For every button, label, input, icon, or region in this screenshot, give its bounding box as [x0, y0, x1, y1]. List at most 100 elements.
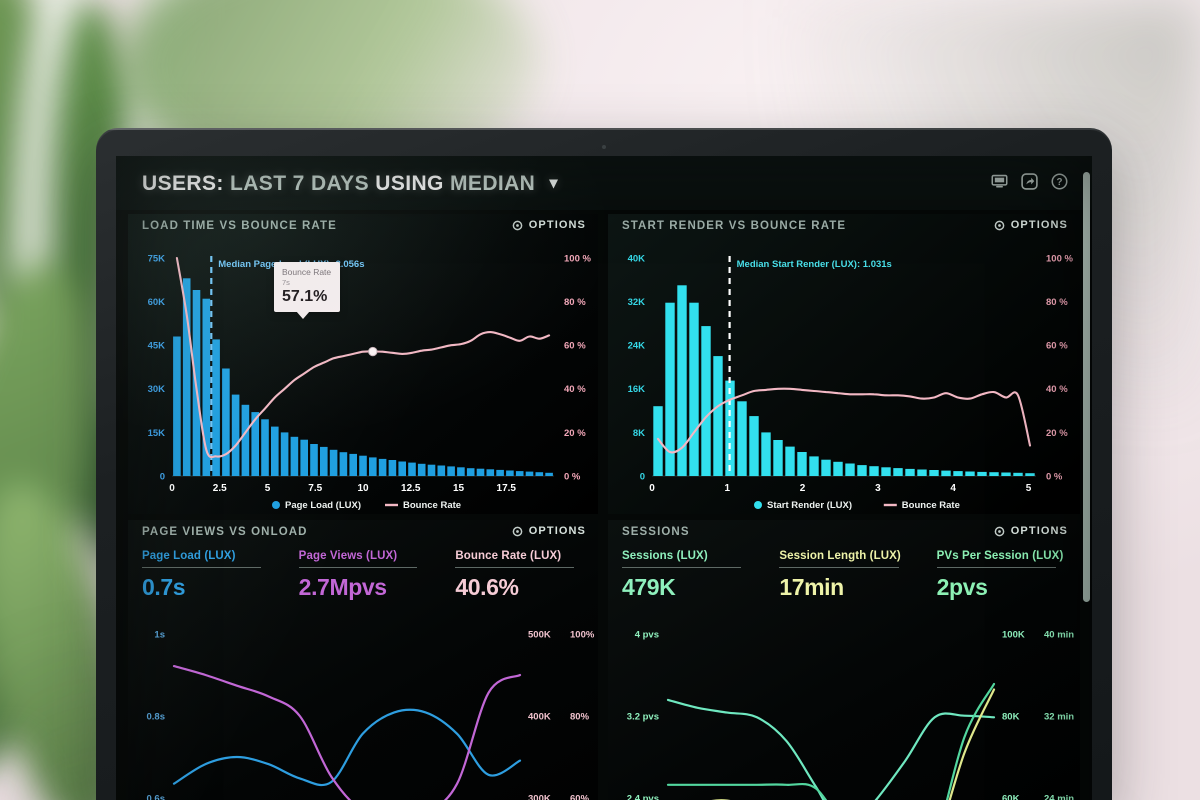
svg-text:0: 0 — [169, 483, 175, 494]
help-icon[interactable]: ? — [1051, 173, 1068, 190]
svg-text:32K: 32K — [628, 297, 646, 308]
metric-value: 40.6% — [455, 574, 519, 600]
svg-text:40 %: 40 % — [1046, 384, 1068, 395]
header-icon-group: ? — [991, 173, 1068, 190]
metric-label: Page Load (LUX) — [142, 550, 236, 562]
metric-value: 2pvs — [936, 574, 988, 600]
metric-bounce-rate[interactable]: Bounce Rate (LUX) 40.6% — [441, 546, 598, 618]
svg-text:7.5: 7.5 — [308, 483, 322, 494]
metric-page-views[interactable]: Page Views (LUX) 2.7Mpvs — [285, 546, 442, 618]
svg-text:60K: 60K — [1002, 793, 1020, 800]
gear-icon — [994, 526, 1005, 537]
svg-text:2: 2 — [800, 483, 806, 494]
laptop-device: MacBook Pro USERS: LAST 7 DAYS USING MED… — [96, 128, 1112, 800]
svg-text:60%: 60% — [570, 793, 590, 800]
chart-start-render[interactable]: 0 8K 16K 24K 32K 40K 0 % 20 % 40 % 60 % 80 % 100 % M… — [608, 240, 1080, 514]
metric-label: PVs Per Session (LUX) — [936, 550, 1064, 562]
svg-text:400K: 400K — [528, 711, 551, 722]
page-scrollbar[interactable] — [1083, 172, 1090, 602]
options-button-sessions[interactable]: OPTIONS — [994, 525, 1068, 537]
panel-header: PAGE VIEWS VS ONLOAD OPTIONS — [128, 520, 598, 546]
webcam-icon — [602, 145, 606, 149]
title-metric: MEDIAN — [450, 172, 536, 195]
app-header: USERS: LAST 7 DAYS USING MEDIAN ▾ ? — [116, 156, 1092, 210]
metric-session-length[interactable]: Session Length (LUX) 17min — [765, 546, 922, 618]
svg-text:300K: 300K — [528, 793, 551, 800]
svg-text:1: 1 — [725, 483, 731, 494]
metric-row-left: Page Load (LUX) 0.7s Page Views (LUX) 2.… — [128, 546, 598, 618]
svg-text:40 %: 40 % — [564, 384, 586, 395]
svg-text:80 %: 80 % — [1046, 297, 1068, 308]
svg-text:?: ? — [1057, 177, 1063, 188]
panel-sessions: SESSIONS OPTIONS Sessions (LUX) 479K — [608, 520, 1080, 800]
svg-text:100 %: 100 % — [1046, 253, 1073, 264]
metric-row-right: Sessions (LUX) 479K Session Length (LUX)… — [608, 546, 1080, 618]
svg-text:5: 5 — [265, 483, 271, 494]
metric-rule — [298, 567, 418, 568]
chart-svg-start-render: 0 8K 16K 24K 32K 40K 0 % 20 % 40 % 60 % 80 % 100 % M… — [628, 253, 1074, 511]
svg-text:24K: 24K — [628, 341, 646, 352]
options-button-load-time[interactable]: OPTIONS — [512, 219, 586, 231]
svg-text:40 min: 40 min — [1044, 629, 1074, 640]
svg-text:500K: 500K — [528, 629, 551, 640]
tooltip-bounce-rate: Bounce Rate 7s 57.1% — [274, 262, 341, 320]
panel-load-time-vs-bounce-rate: LOAD TIME VS BOUNCE RATE OPTIONS 0 15K 30K… — [128, 214, 598, 514]
panel-page-views-vs-onload: PAGE VIEWS VS ONLOAD OPTIONS Page Load (… — [128, 520, 598, 800]
metric-value: 17min — [779, 574, 844, 600]
gear-icon — [512, 526, 523, 537]
svg-text:5: 5 — [1026, 483, 1032, 494]
svg-text:Page Load (LUX): Page Load (LUX) — [285, 500, 361, 511]
svg-text:45K: 45K — [148, 341, 166, 352]
metric-sessions[interactable]: Sessions (LUX) 479K — [608, 546, 765, 618]
svg-text:17.5: 17.5 — [497, 483, 517, 494]
svg-text:60 %: 60 % — [564, 341, 586, 352]
chart-load-time[interactable]: 0 15K 30K 45K 60K 75K 0 % 20 % 40 % 60 % 80 % 100 %… — [128, 240, 598, 514]
options-label: OPTIONS — [528, 219, 586, 231]
panel-header: SESSIONS OPTIONS — [608, 520, 1080, 546]
svg-text:8K: 8K — [633, 428, 645, 439]
svg-text:16K: 16K — [628, 384, 646, 395]
svg-text:3: 3 — [875, 483, 881, 494]
chevron-down-icon[interactable]: ▾ — [549, 175, 558, 192]
panel-title: PAGE VIEWS VS ONLOAD — [142, 526, 308, 538]
svg-text:Median Start Render (LUX): 1.0: Median Start Render (LUX): 1.031s — [737, 259, 892, 270]
metric-rule — [779, 567, 899, 568]
metric-label: Session Length (LUX) — [779, 550, 901, 562]
svg-text:0.6s: 0.6s — [147, 793, 166, 800]
svg-text:Bounce Rate: Bounce Rate — [902, 500, 960, 511]
svg-text:20 %: 20 % — [1046, 428, 1068, 439]
svg-text:10: 10 — [357, 483, 369, 494]
svg-text:0: 0 — [649, 483, 655, 494]
metric-pvs-per-session[interactable]: PVs Per Session (LUX) 2pvs — [923, 546, 1080, 618]
svg-text:80 %: 80 % — [564, 297, 586, 308]
options-button-start-render[interactable]: OPTIONS — [994, 219, 1068, 231]
svg-text:24 min: 24 min — [1044, 793, 1074, 800]
svg-text:4: 4 — [950, 483, 956, 494]
panel-header: LOAD TIME VS BOUNCE RATE OPTIONS — [128, 214, 598, 240]
tooltip-sub: 7s — [282, 277, 290, 287]
svg-text:80%: 80% — [570, 711, 590, 722]
svg-text:32 min: 32 min — [1044, 711, 1074, 722]
metric-page-load[interactable]: Page Load (LUX) 0.7s — [128, 546, 285, 618]
svg-text:30K: 30K — [148, 384, 166, 395]
panel-title: START RENDER VS BOUNCE RATE — [622, 220, 847, 232]
metric-label: Page Views (LUX) — [298, 550, 398, 562]
share-icon[interactable] — [1021, 173, 1038, 190]
metric-rule — [142, 567, 261, 568]
bezel-highlight — [96, 128, 1112, 130]
tooltip-label: Bounce Rate — [282, 267, 332, 277]
chart-page-views[interactable]: 1s0.8s0.6s0.4s500K400K300K200K100%80%60%… — [128, 618, 598, 800]
metric-rule — [622, 567, 742, 568]
svg-text:0: 0 — [160, 471, 165, 482]
monitor-icon[interactable] — [991, 173, 1008, 190]
chart-svg-load-time: 0 15K 30K 45K 60K 75K 0 % 20 % 40 % 60 % 80 % 100 %… — [148, 253, 592, 511]
metric-value: 479K — [622, 574, 676, 600]
svg-text:Start Render (LUX): Start Render (LUX) — [767, 500, 852, 511]
svg-text:2.5: 2.5 — [213, 483, 227, 494]
metric-value: 0.7s — [142, 574, 186, 600]
page-title[interactable]: USERS: LAST 7 DAYS USING MEDIAN ▾ — [142, 172, 558, 196]
svg-text:2.4 pvs: 2.4 pvs — [627, 793, 659, 800]
options-button-page-views[interactable]: OPTIONS — [512, 525, 586, 537]
